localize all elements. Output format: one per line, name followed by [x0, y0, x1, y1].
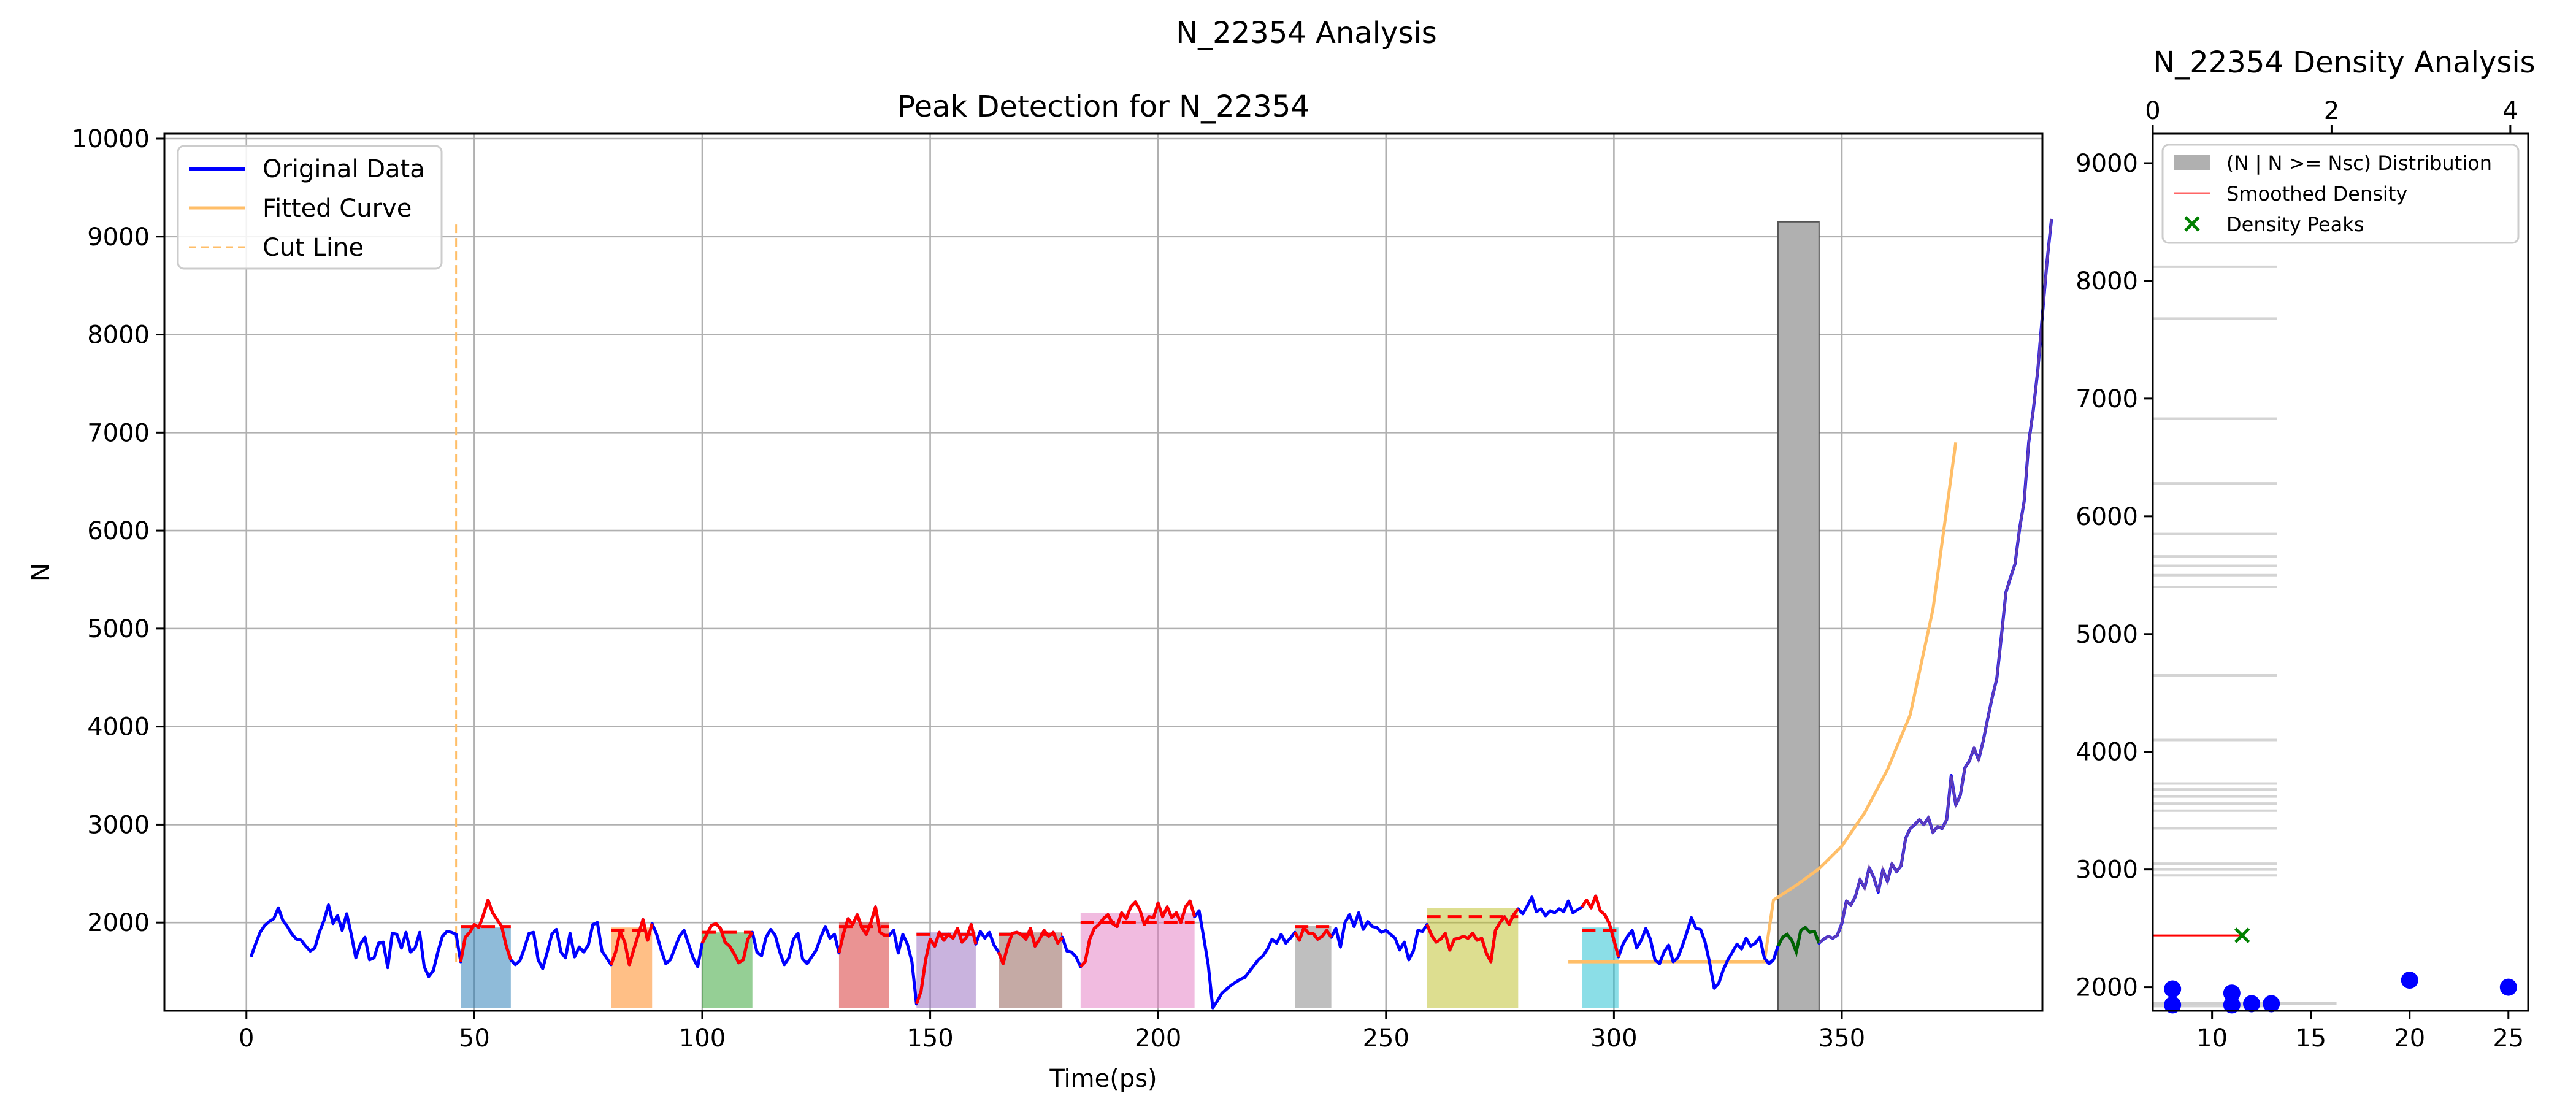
chart-title: Peak Detection for N_22354	[897, 90, 1309, 124]
density-x-tick-label: 15	[2295, 1024, 2326, 1052]
density-top-tick-label: 4	[2502, 97, 2518, 125]
peak-highlight-line	[997, 927, 1064, 965]
density-peak-marker	[2234, 927, 2250, 943]
peak-detection-chart: 0 50 100 150 200 250 300 350 2000 3000 4000 5000 600…	[27, 90, 2053, 1093]
density-peak-stroke	[2234, 927, 2250, 943]
legend: Original Data Fitted Curve Cut Line	[177, 145, 443, 270]
peak-highlight-line	[1425, 908, 1520, 964]
peak-region	[461, 927, 511, 1008]
x-tick-label: 200	[1135, 1024, 1181, 1052]
y-axis-label: N	[27, 563, 55, 581]
peak-highlight-line	[700, 922, 754, 965]
peak-region	[838, 922, 889, 1008]
scatter-point	[2401, 972, 2418, 989]
peak-highlight-line	[837, 905, 889, 954]
peak-region	[1582, 927, 1619, 1008]
plot-frame	[163, 132, 2044, 1012]
density-top-tick-label: 0	[2145, 97, 2160, 125]
highlight-bar	[1777, 221, 1820, 1012]
density-top-tick-label: 2	[2324, 97, 2339, 125]
y-tick-label: 4000	[87, 713, 150, 742]
y-tick-label: 6000	[87, 517, 150, 545]
peak-highlight-line	[459, 898, 513, 962]
fitted-curve	[1568, 442, 1958, 964]
x-tick-label: 250	[1363, 1024, 1409, 1052]
plot-area	[164, 134, 2042, 1011]
tail-purple-line	[1818, 218, 2053, 945]
density-chart-title: N_22354 Density Analysis	[2153, 45, 2535, 80]
density-legend-label: Density Peaks	[2226, 213, 2364, 236]
y-tick-label: 9000	[87, 223, 150, 251]
density-y-tick-label: 8000	[2076, 267, 2138, 296]
peak-highlight-line	[609, 918, 654, 967]
y-tick-label: 8000	[87, 321, 150, 350]
figure-title: N_22354 Analysis	[1176, 16, 1437, 50]
density-legend-swatch	[2174, 155, 2210, 170]
density-x-tick-label: 10	[2196, 1024, 2228, 1052]
peak-region	[916, 932, 976, 1008]
density-y-tick-label: 2000	[2076, 974, 2138, 1002]
x-tick-label: 150	[907, 1024, 953, 1052]
density-legend-label: (N | N >= Nsc) Distribution	[2226, 151, 2492, 175]
density-y-tick-label: 4000	[2076, 738, 2138, 767]
scatter-point	[2499, 978, 2517, 996]
tail-green-line	[1776, 925, 1821, 957]
x-tick-label: 50	[459, 1024, 490, 1052]
peak-highlight-line	[914, 922, 978, 1005]
density-x-tick-label: 25	[2493, 1024, 2524, 1052]
scatter-point	[2164, 980, 2182, 998]
legend-label: Fitted Curve	[263, 194, 412, 223]
density-y-tick-label: 7000	[2076, 385, 2138, 413]
y-tick-label: 7000	[87, 419, 150, 447]
y-tick-label: 10000	[72, 125, 150, 153]
scatter-point	[2223, 984, 2241, 1002]
density-legend: (N | N >= Nsc) Distribution Smoothed Dens…	[2161, 144, 2520, 244]
legend-label: Cut Line	[263, 234, 364, 262]
x-tick-label: 100	[679, 1024, 726, 1052]
y-tick-label: 2000	[87, 909, 150, 937]
scatter-point	[2243, 995, 2261, 1013]
density-legend-box	[2161, 144, 2520, 244]
x-tick-label: 0	[239, 1024, 254, 1052]
density-plot-area	[2153, 134, 2528, 1011]
x-tick-label: 300	[1590, 1024, 1637, 1052]
peak-highlight-line	[1079, 899, 1197, 968]
peak-highlight-line	[1581, 894, 1620, 957]
density-y-tick-label: 3000	[2076, 856, 2138, 884]
density-legend-swatch	[2184, 216, 2200, 232]
density-plot-frame	[2152, 132, 2529, 1012]
density-legend-label: Smoothed Density	[2226, 182, 2407, 205]
y-tick-label: 3000	[87, 811, 150, 839]
legend-box	[177, 145, 443, 270]
density-y-tick-label: 6000	[2076, 503, 2138, 531]
x-axis-label: Time(ps)	[1049, 1065, 1157, 1093]
scatter-point	[2263, 995, 2280, 1013]
scatter-point	[2223, 996, 2241, 1014]
density-x-tick-label: 20	[2394, 1024, 2425, 1052]
peak-region	[1427, 908, 1519, 1008]
peak-region	[1080, 913, 1195, 1008]
x-tick-label: 350	[1819, 1024, 1865, 1052]
peak-highlight-line	[1293, 926, 1333, 942]
legend-label: Original Data	[263, 155, 425, 183]
density-y-tick-label: 9000	[2076, 150, 2138, 178]
density-y-tick-label: 5000	[2076, 621, 2138, 649]
scatter-point	[2164, 996, 2182, 1014]
y-tick-label: 5000	[87, 615, 150, 643]
density-analysis-chart: 10 15 20 25 0 2 4 2000 3000 4000 5000 6000 7000 8000 9…	[2076, 45, 2535, 1052]
